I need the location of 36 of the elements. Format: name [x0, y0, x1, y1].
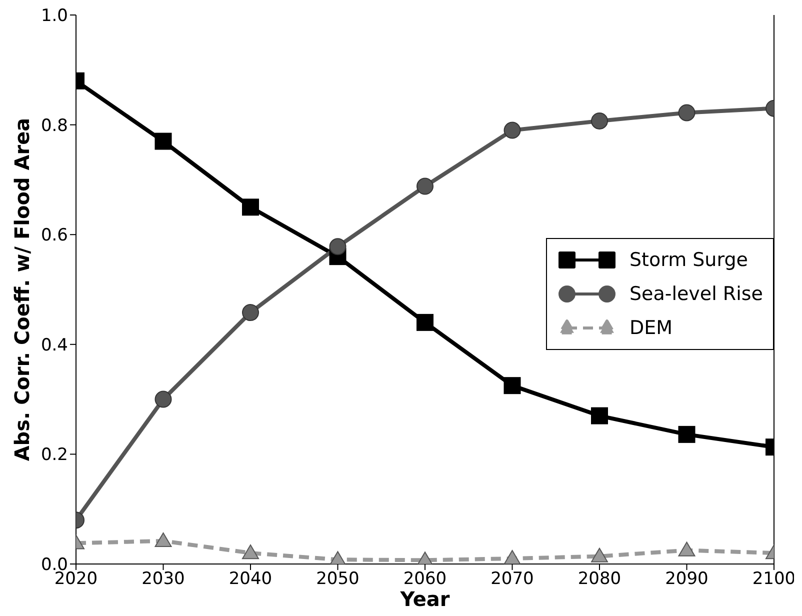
x-tick-label: 2070 [490, 569, 534, 590]
point [154, 390, 172, 408]
point [504, 550, 521, 564]
point [154, 532, 172, 548]
x-tick-label: 2050 [316, 569, 360, 590]
y-tick-label: 1.0 [40, 6, 68, 26]
point [678, 542, 696, 556]
x-tick-label: 2060 [403, 569, 447, 590]
point [242, 544, 259, 560]
x-tick-label: 2030 [142, 569, 185, 590]
point [591, 407, 608, 424]
y-axis-title: Abs. Corr. Coeff. w/ Flood Area [10, 118, 34, 462]
point [242, 304, 259, 322]
point [416, 314, 434, 331]
point [504, 122, 521, 139]
x-tick-label: 2040 [228, 569, 272, 590]
x-axis-title: Year [399, 587, 450, 611]
x-tick-label: 2090 [665, 569, 708, 590]
point [416, 178, 434, 195]
y-tick-label: 0.6 [40, 226, 68, 246]
point [504, 377, 521, 394]
legend-label: DEM [629, 317, 672, 339]
point [329, 551, 346, 564]
legend-label: Storm Surge [629, 249, 748, 271]
y-tick-label: 0.8 [40, 116, 68, 136]
legend-label: Sea-level Rise [629, 283, 763, 305]
point [591, 112, 608, 130]
point [154, 132, 172, 150]
point [678, 426, 696, 443]
point [329, 238, 346, 256]
y-tick-label: 0.4 [40, 335, 68, 356]
point [678, 104, 696, 122]
y-tick-label: 0.2 [40, 445, 68, 466]
point [242, 198, 259, 216]
point [591, 548, 608, 562]
x-tick-label: 2080 [578, 569, 622, 590]
